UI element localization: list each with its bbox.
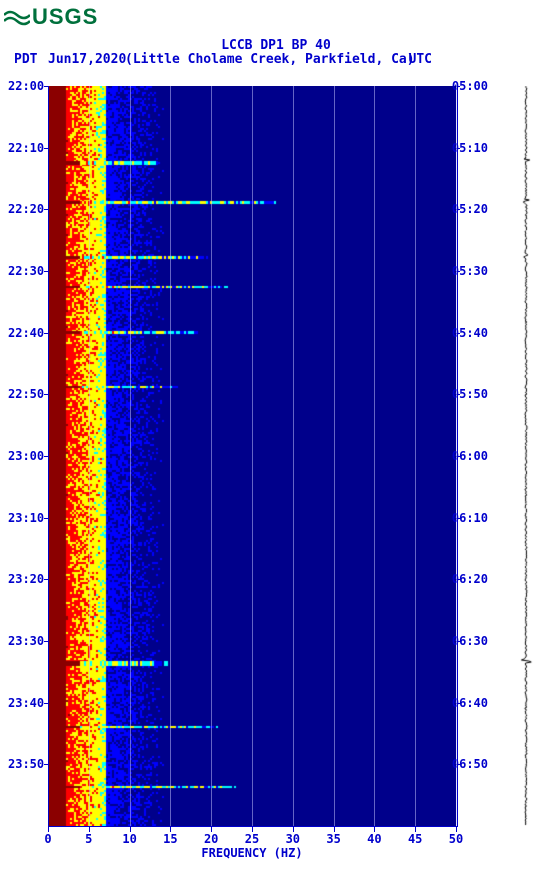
y-tick-left: 23:50 <box>8 757 44 771</box>
logo-text: USGS <box>32 4 98 30</box>
y-tick-left: 23:20 <box>8 572 44 586</box>
y-tick-left: 23:40 <box>8 696 44 710</box>
x-tick: 0 <box>44 832 51 846</box>
y-tick-left: 22:30 <box>8 264 44 278</box>
utc-label: UTC <box>409 52 432 67</box>
y-tick-left: 22:10 <box>8 141 44 155</box>
grid-line <box>374 86 375 826</box>
grid-line <box>293 86 294 826</box>
x-tick: 30 <box>286 832 300 846</box>
seismogram-trace <box>514 86 538 826</box>
y-tick-left: 23:00 <box>8 449 44 463</box>
grid-line <box>415 86 416 826</box>
chart-title: LCCB DP1 BP 40 <box>0 38 552 53</box>
x-axis-label: FREQUENCY (HZ) <box>48 846 456 860</box>
grid-line <box>252 86 253 826</box>
grid-line <box>211 86 212 826</box>
location-label: (Little Cholame Creek, Parkfield, Ca) <box>125 52 415 67</box>
x-tick: 5 <box>85 832 92 846</box>
y-tick-left: 22:40 <box>8 326 44 340</box>
pdt-label: PDT <box>14 52 37 67</box>
grid-line <box>456 86 457 826</box>
wave-icon <box>4 7 30 27</box>
grid-line <box>334 86 335 826</box>
y-tick-left: 23:30 <box>8 634 44 648</box>
usgs-logo: USGS <box>4 4 98 30</box>
x-tick: 45 <box>408 832 422 846</box>
x-tick: 35 <box>326 832 340 846</box>
x-tick: 20 <box>204 832 218 846</box>
x-tick: 10 <box>122 832 136 846</box>
grid-line <box>170 86 171 826</box>
x-tick: 50 <box>449 832 463 846</box>
y-tick-left: 22:50 <box>8 387 44 401</box>
grid-line <box>130 86 131 826</box>
y-tick-left: 23:10 <box>8 511 44 525</box>
x-tick: 15 <box>163 832 177 846</box>
x-tick: 25 <box>245 832 259 846</box>
grid-line <box>89 86 90 826</box>
y-tick-left: 22:20 <box>8 202 44 216</box>
date-label: Jun17,2020 <box>48 52 126 67</box>
y-tick-left: 22:00 <box>8 79 44 93</box>
x-tick: 40 <box>367 832 381 846</box>
